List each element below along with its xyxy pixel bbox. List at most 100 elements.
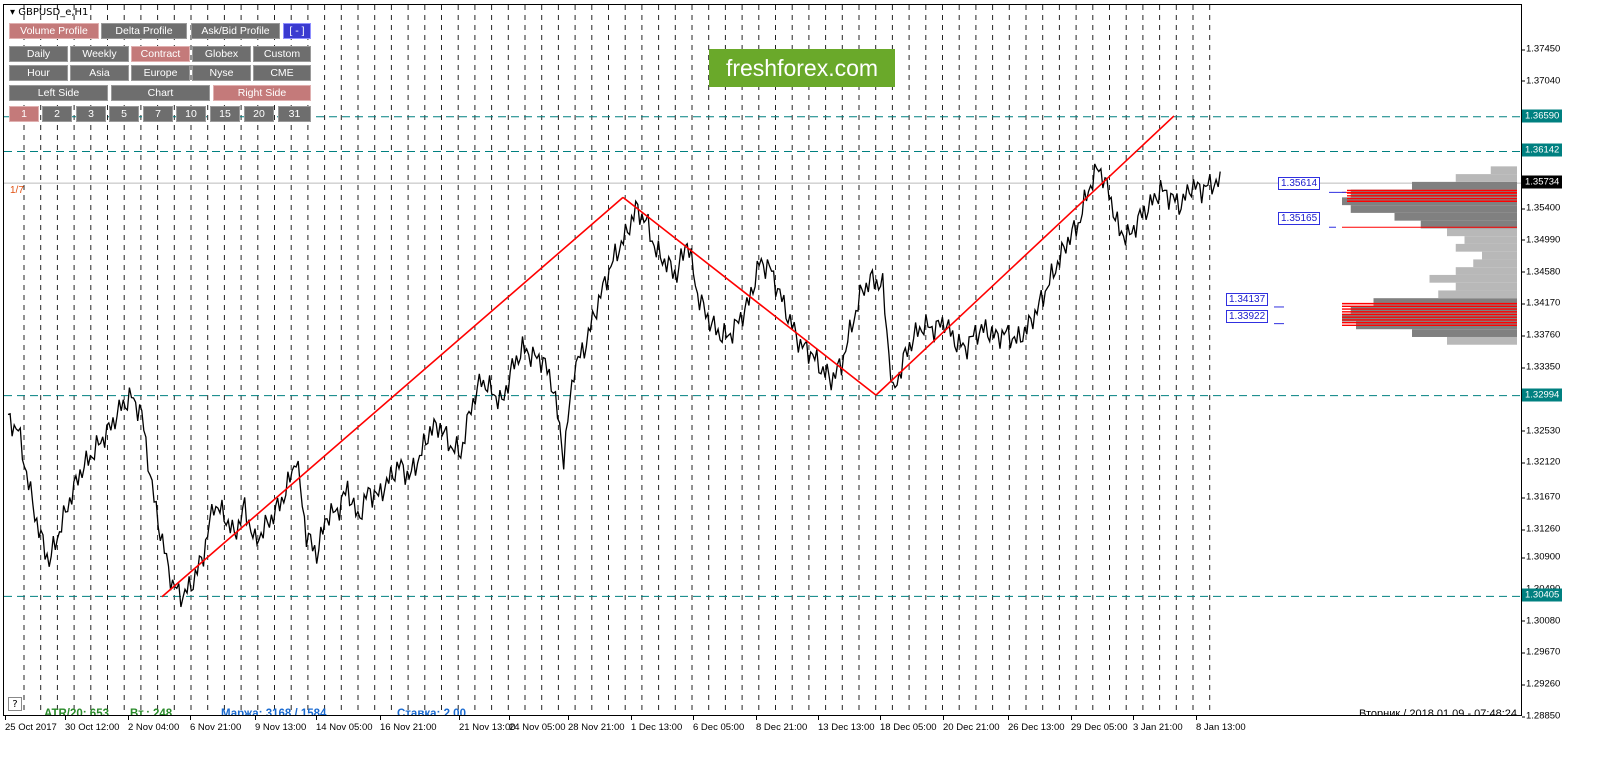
volume-profile-bar	[1473, 259, 1517, 268]
daily-button[interactable]: Daily	[9, 46, 68, 62]
volume-profile-bar	[1350, 305, 1517, 314]
right-side-button[interactable]: Right Side	[213, 85, 311, 101]
time-axis-tick: 24 Nov 05:00	[509, 716, 566, 733]
time-axis-tick: 2 Nov 04:00	[128, 716, 180, 733]
price-chart[interactable]	[4, 5, 1522, 716]
time-axis-tick: 18 Dec 05:00	[880, 716, 937, 733]
trend-line	[161, 196, 624, 598]
time-axis[interactable]: 25 Oct 2017 30 Oct 12:00 2 Nov 04:00 6 Nov …	[3, 716, 1522, 757]
price-axis-tick: 1.32120	[1521, 456, 1561, 468]
volume-profile-bar	[1438, 290, 1517, 299]
period-button-7[interactable]: 7	[143, 106, 173, 122]
page-indicator: 1/7	[10, 185, 24, 196]
collapse-button[interactable]: [ - ]	[283, 23, 311, 39]
price-axis-tick: 1.37450	[1521, 43, 1561, 55]
time-axis-tick: 20 Dec 21:00	[943, 716, 1000, 733]
globex-button[interactable]: Globex	[192, 46, 251, 62]
period-button-3[interactable]: 3	[76, 106, 106, 122]
price-axis-tick: 1.32530	[1521, 425, 1561, 437]
trend-line	[875, 115, 1175, 396]
price-axis-tick: 1.29670	[1521, 646, 1561, 658]
price-axis-tick: 1.33350	[1521, 361, 1561, 373]
dropdown-triangle-icon[interactable]: ▾	[10, 7, 19, 18]
volume-profile-bar	[1464, 236, 1517, 244]
weekly-button[interactable]: Weekly	[70, 46, 129, 62]
price-axis-highlight-label: 1.36142	[1522, 143, 1563, 157]
level-label[interactable]: 1.34137	[1226, 293, 1269, 306]
time-axis-tick: 6 Nov 21:00	[190, 716, 242, 733]
time-axis-tick: 26 Dec 13:00	[1008, 716, 1065, 733]
volume-profile-bar	[1429, 274, 1517, 283]
time-axis-tick: 14 Nov 05:00	[316, 716, 373, 733]
atr-stat: ATR/20: 653	[44, 708, 109, 716]
trend-line	[622, 196, 877, 396]
asia-button[interactable]: Asia	[70, 65, 129, 81]
price-axis-tick: 1.34170	[1521, 297, 1561, 309]
price-axis-tick: 1.37040	[1521, 75, 1561, 87]
volume-profile-bar	[1455, 174, 1517, 182]
period-button-2[interactable]: 2	[42, 106, 72, 122]
nyse-button[interactable]: Nyse	[192, 65, 251, 81]
level-label[interactable]: 1.33922	[1226, 310, 1269, 323]
time-axis-tick: 25 Oct 2017	[5, 716, 57, 733]
volume-profile-bar	[1482, 251, 1517, 260]
europe-button[interactable]: Europe	[131, 65, 190, 81]
left-side-button[interactable]: Left Side	[9, 85, 108, 101]
time-axis-tick: 13 Dec 13:00	[818, 716, 875, 733]
volume-profile-button[interactable]: Volume Profile	[9, 23, 99, 39]
price-axis-tick: 1.31260	[1521, 523, 1561, 535]
time-axis-tick: 1 Dec 13:00	[631, 716, 683, 733]
time-axis-tick: 8 Jan 13:00	[1196, 716, 1246, 733]
level-label[interactable]: 1.35614	[1278, 177, 1321, 190]
price-axis-highlight-label: 1.35734	[1522, 175, 1563, 189]
price-axis-tick: 1.31670	[1521, 491, 1561, 503]
time-axis-tick: 3 Jan 21:00	[1133, 716, 1183, 733]
volume-profile-bar	[1447, 228, 1517, 237]
symbol-label: ▾ GBPUSD_e,H1	[10, 7, 89, 18]
time-axis-tick: 21 Nov 13:00	[459, 716, 516, 733]
delta-profile-button[interactable]: Delta Profile	[101, 23, 187, 39]
time-axis-tick: 9 Nov 13:00	[255, 716, 307, 733]
cme-button[interactable]: CME	[253, 65, 311, 81]
period-button-15[interactable]: 15	[210, 106, 240, 122]
contract-button[interactable]: Contract	[131, 46, 190, 62]
price-axis[interactable]: 1.37450 1.37040 1.36590 1.36142 1.35734 1.354…	[1521, 4, 1600, 722]
volume-profile-bar	[1455, 267, 1517, 275]
level-label[interactable]: 1.35165	[1278, 212, 1321, 225]
period-button-20[interactable]: 20	[244, 106, 274, 122]
volume-profile-bar	[1447, 336, 1517, 345]
price-axis-tick: 1.29260	[1521, 678, 1561, 690]
time-axis-tick: 6 Dec 05:00	[693, 716, 745, 733]
chart-button[interactable]: Chart	[111, 85, 210, 101]
price-line	[7, 163, 1221, 608]
period-button-5[interactable]: 5	[109, 106, 139, 122]
time-axis-tick: 8 Dec 21:00	[756, 716, 808, 733]
price-axis-tick: 1.34580	[1521, 266, 1561, 278]
period-button-31[interactable]: 31	[278, 106, 311, 122]
custom-button[interactable]: Custom	[253, 46, 311, 62]
rate-stat: Ставка: 2.00	[397, 708, 466, 716]
vt-stat: Вт.: 248	[130, 708, 173, 716]
ask-bid-profile-button[interactable]: Ask/Bid Profile	[191, 23, 280, 39]
freshforex-logo: freshforex.com	[709, 49, 895, 87]
volume-profile-bar	[1455, 243, 1517, 252]
price-axis-tick: 1.30900	[1521, 551, 1561, 563]
period-button-10[interactable]: 10	[176, 106, 206, 122]
time-axis-tick: 29 Dec 05:00	[1071, 716, 1128, 733]
margin-stat: Маржа: 3168 / 1584	[221, 708, 327, 716]
price-axis-tick: 1.30080	[1521, 615, 1561, 627]
volume-profile-bar	[1350, 205, 1517, 213]
time-axis-tick: 28 Nov 21:00	[568, 716, 625, 733]
price-axis-highlight-label: 1.30405	[1522, 588, 1563, 602]
chart-area[interactable]: ▾ GBPUSD_e,H1 freshforex.com Volume Prof…	[3, 4, 1522, 716]
period-button-1[interactable]: 1	[9, 106, 39, 122]
volume-profile-bar	[1373, 298, 1517, 306]
time-axis-tick: 16 Nov 21:00	[380, 716, 437, 733]
price-axis-tick: 1.35400	[1521, 202, 1561, 214]
hour-button[interactable]: Hour	[9, 65, 68, 81]
volume-profile-bar	[1455, 282, 1517, 291]
price-axis-tick: 1.28850	[1521, 710, 1561, 722]
volume-profile-bar	[1394, 212, 1517, 221]
datetime-label: Вторник / 2018.01.09 - 07:48:24	[1359, 708, 1517, 716]
help-button[interactable]: ?	[8, 697, 22, 711]
